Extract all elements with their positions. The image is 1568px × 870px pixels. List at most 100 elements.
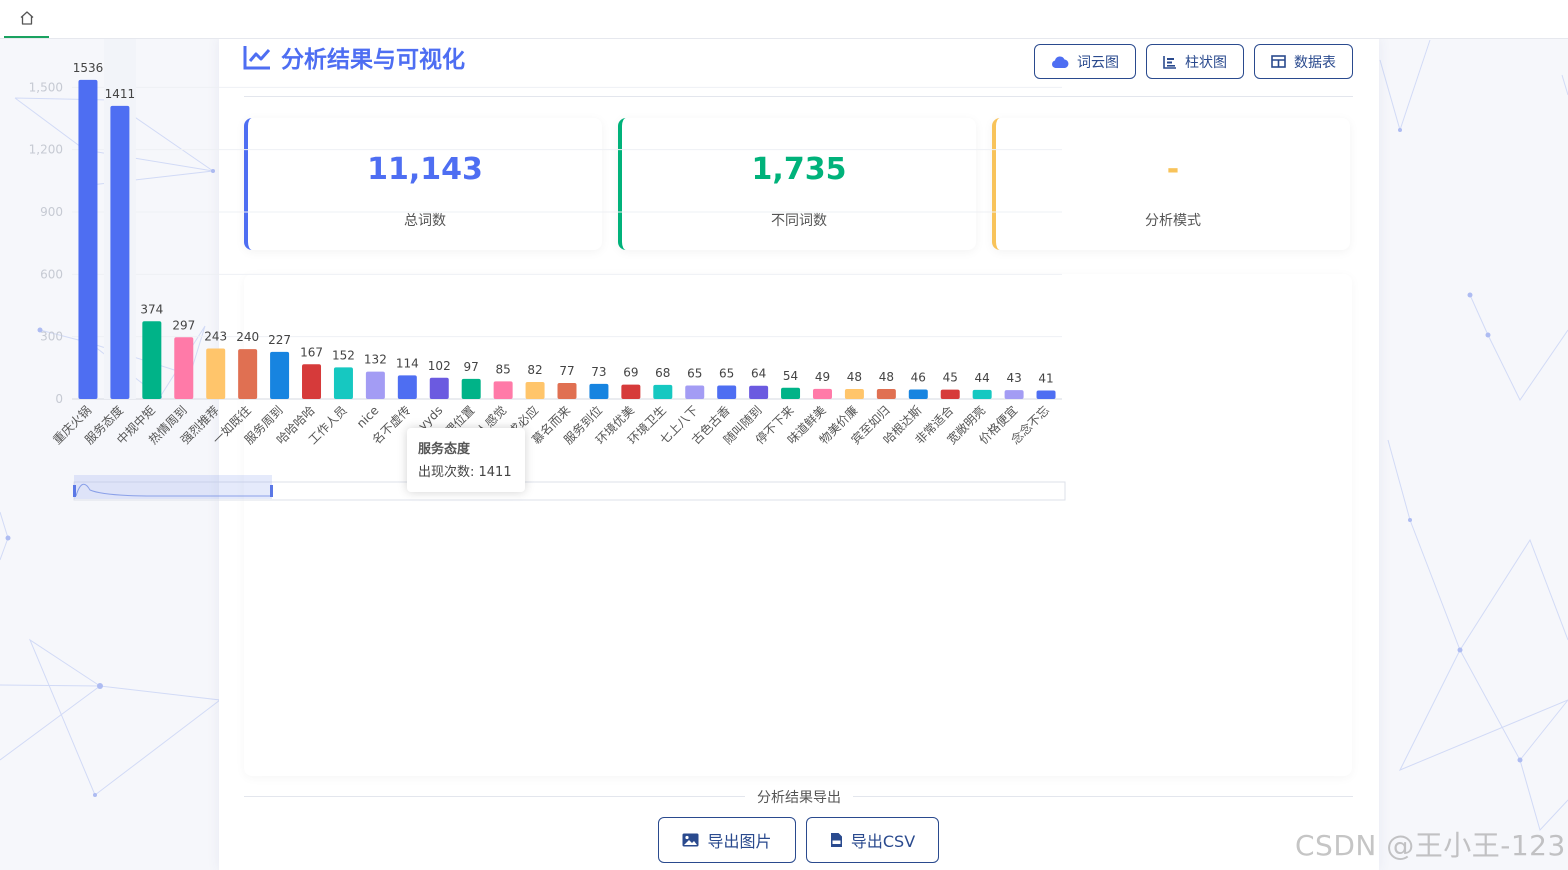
- y-tick-label: 900: [40, 205, 63, 219]
- analysis-panel: 分析结果与可视化 词云图 柱状图 数据表 11,1: [29, 0, 1379, 870]
- stat-label-unique-words: 不同词数: [771, 213, 827, 229]
- bar-data-label: 1411: [105, 87, 136, 101]
- datazoom-right-handle: [270, 485, 273, 497]
- bar: [908, 389, 928, 399]
- bar-data-label: 102: [428, 359, 451, 373]
- wordcloud-view-label: 词云图: [1077, 54, 1119, 71]
- bar: [333, 367, 353, 399]
- bar: [174, 337, 194, 399]
- bar: [749, 385, 769, 399]
- stat-value-unique-words: 1,735: [751, 152, 847, 187]
- bar-data-label: 73: [591, 365, 606, 379]
- home-tab[interactable]: [4, 0, 49, 38]
- bar-chart-view-button[interactable]: 柱状图: [1146, 44, 1244, 79]
- bar: [142, 321, 162, 399]
- tooltip-title: 服务态度: [418, 442, 471, 457]
- bar-chart-icon: [1163, 55, 1176, 69]
- bar: [78, 79, 98, 399]
- line-chart-icon: [243, 46, 271, 70]
- bar-data-label: 65: [719, 366, 734, 380]
- bar: [876, 389, 896, 399]
- x-tick-label: nice: [354, 403, 382, 431]
- export-section-label: 分析结果导出: [745, 787, 853, 807]
- bar: [429, 377, 449, 399]
- wordcloud-view-button[interactable]: 词云图: [1034, 44, 1136, 79]
- view-switch-buttons: 词云图 柱状图 数据表: [1034, 44, 1353, 79]
- bar: [206, 348, 226, 399]
- bar: [557, 383, 577, 399]
- datazoom-window: [74, 475, 272, 499]
- datazoom-left-handle: [73, 485, 76, 497]
- bar-data-label: 85: [495, 362, 510, 376]
- bar-data-label: 69: [623, 366, 638, 380]
- bar-data-label: 1536: [73, 61, 104, 75]
- bar-data-label: 152: [332, 348, 355, 362]
- bar: [238, 349, 258, 399]
- data-table-view-label: 数据表: [1294, 54, 1336, 71]
- export-csv-button[interactable]: 导出CSV: [806, 817, 939, 863]
- datazoom-preview-line: [75, 483, 271, 497]
- bar-data-label: 68: [655, 366, 670, 380]
- bar: [621, 384, 641, 399]
- bar-data-label: 167: [300, 345, 323, 359]
- export-image-button[interactable]: 导出图片: [658, 817, 796, 863]
- csv-file-icon: [830, 833, 842, 847]
- bar-chart-view-label: 柱状图: [1185, 54, 1227, 71]
- bar: [653, 384, 673, 399]
- export-image-label: 导出图片: [707, 832, 772, 851]
- stat-card-analysis-mode: - 分析模式: [992, 118, 1350, 250]
- bar-data-label: 65: [687, 366, 702, 380]
- bar: [972, 389, 992, 399]
- bar-data-label: 43: [1006, 371, 1021, 385]
- image-icon: [682, 833, 699, 847]
- bar-data-label: 46: [911, 370, 926, 384]
- export-csv-label: 导出CSV: [850, 832, 916, 851]
- y-tick-label: 1,500: [29, 80, 63, 94]
- bar-data-label: 227: [268, 333, 291, 347]
- bar: [1004, 390, 1024, 399]
- bar: [940, 389, 960, 399]
- bar-data-label: 132: [364, 353, 387, 367]
- bar: [302, 364, 322, 399]
- bar: [397, 375, 417, 399]
- panel-title: 分析结果与可视化: [243, 40, 465, 74]
- y-tick-label: 1,200: [29, 143, 63, 157]
- bar: [812, 388, 832, 399]
- panel-title-text: 分析结果与可视化: [281, 47, 465, 73]
- bar-data-label: 41: [1038, 371, 1053, 385]
- data-table-view-button[interactable]: 数据表: [1254, 44, 1353, 79]
- bar: [685, 385, 705, 399]
- bar: [365, 371, 385, 399]
- cloud-icon: [1052, 55, 1069, 68]
- stat-card-unique-words: 1,735 不同词数: [618, 118, 976, 250]
- bar-data-label: 243: [204, 330, 227, 344]
- bar-chart-card: 1536 1411 374 297 243 240 227 167 152 132 114 102 97…: [29, 0, 1352, 776]
- bar-data-label: 64: [751, 367, 766, 381]
- bar: [270, 351, 290, 399]
- bar-data-label: 240: [236, 330, 259, 344]
- bar-data-label: 49: [815, 370, 830, 384]
- bar-data-label: 82: [527, 363, 542, 377]
- watermark: CSDN @王小王-123: [1295, 829, 1566, 862]
- y-tick-label: 300: [40, 330, 63, 344]
- bar: [1036, 390, 1056, 399]
- y-tick-label: 0: [55, 392, 63, 406]
- bar: [461, 378, 481, 399]
- bar: [781, 387, 801, 399]
- bar: [589, 383, 609, 399]
- bar-data-label: 44: [975, 371, 990, 385]
- bar-data-label: 77: [559, 364, 574, 378]
- stat-card-total-words: 11,143 总词数: [244, 118, 602, 250]
- home-icon: [20, 11, 33, 25]
- bar-data-label: 48: [847, 370, 862, 384]
- table-icon: [1271, 55, 1286, 68]
- y-tick-label: 600: [40, 267, 63, 281]
- stat-label-total-words: 总词数: [404, 213, 446, 229]
- stat-value-total-words: 11,143: [367, 152, 483, 187]
- bar-data-label: 45: [943, 371, 958, 385]
- bar: [844, 389, 864, 399]
- tooltip-text: 出现次数: 1411: [418, 465, 512, 480]
- bar: [717, 385, 737, 399]
- top-navigation-bar: [0, 0, 1568, 39]
